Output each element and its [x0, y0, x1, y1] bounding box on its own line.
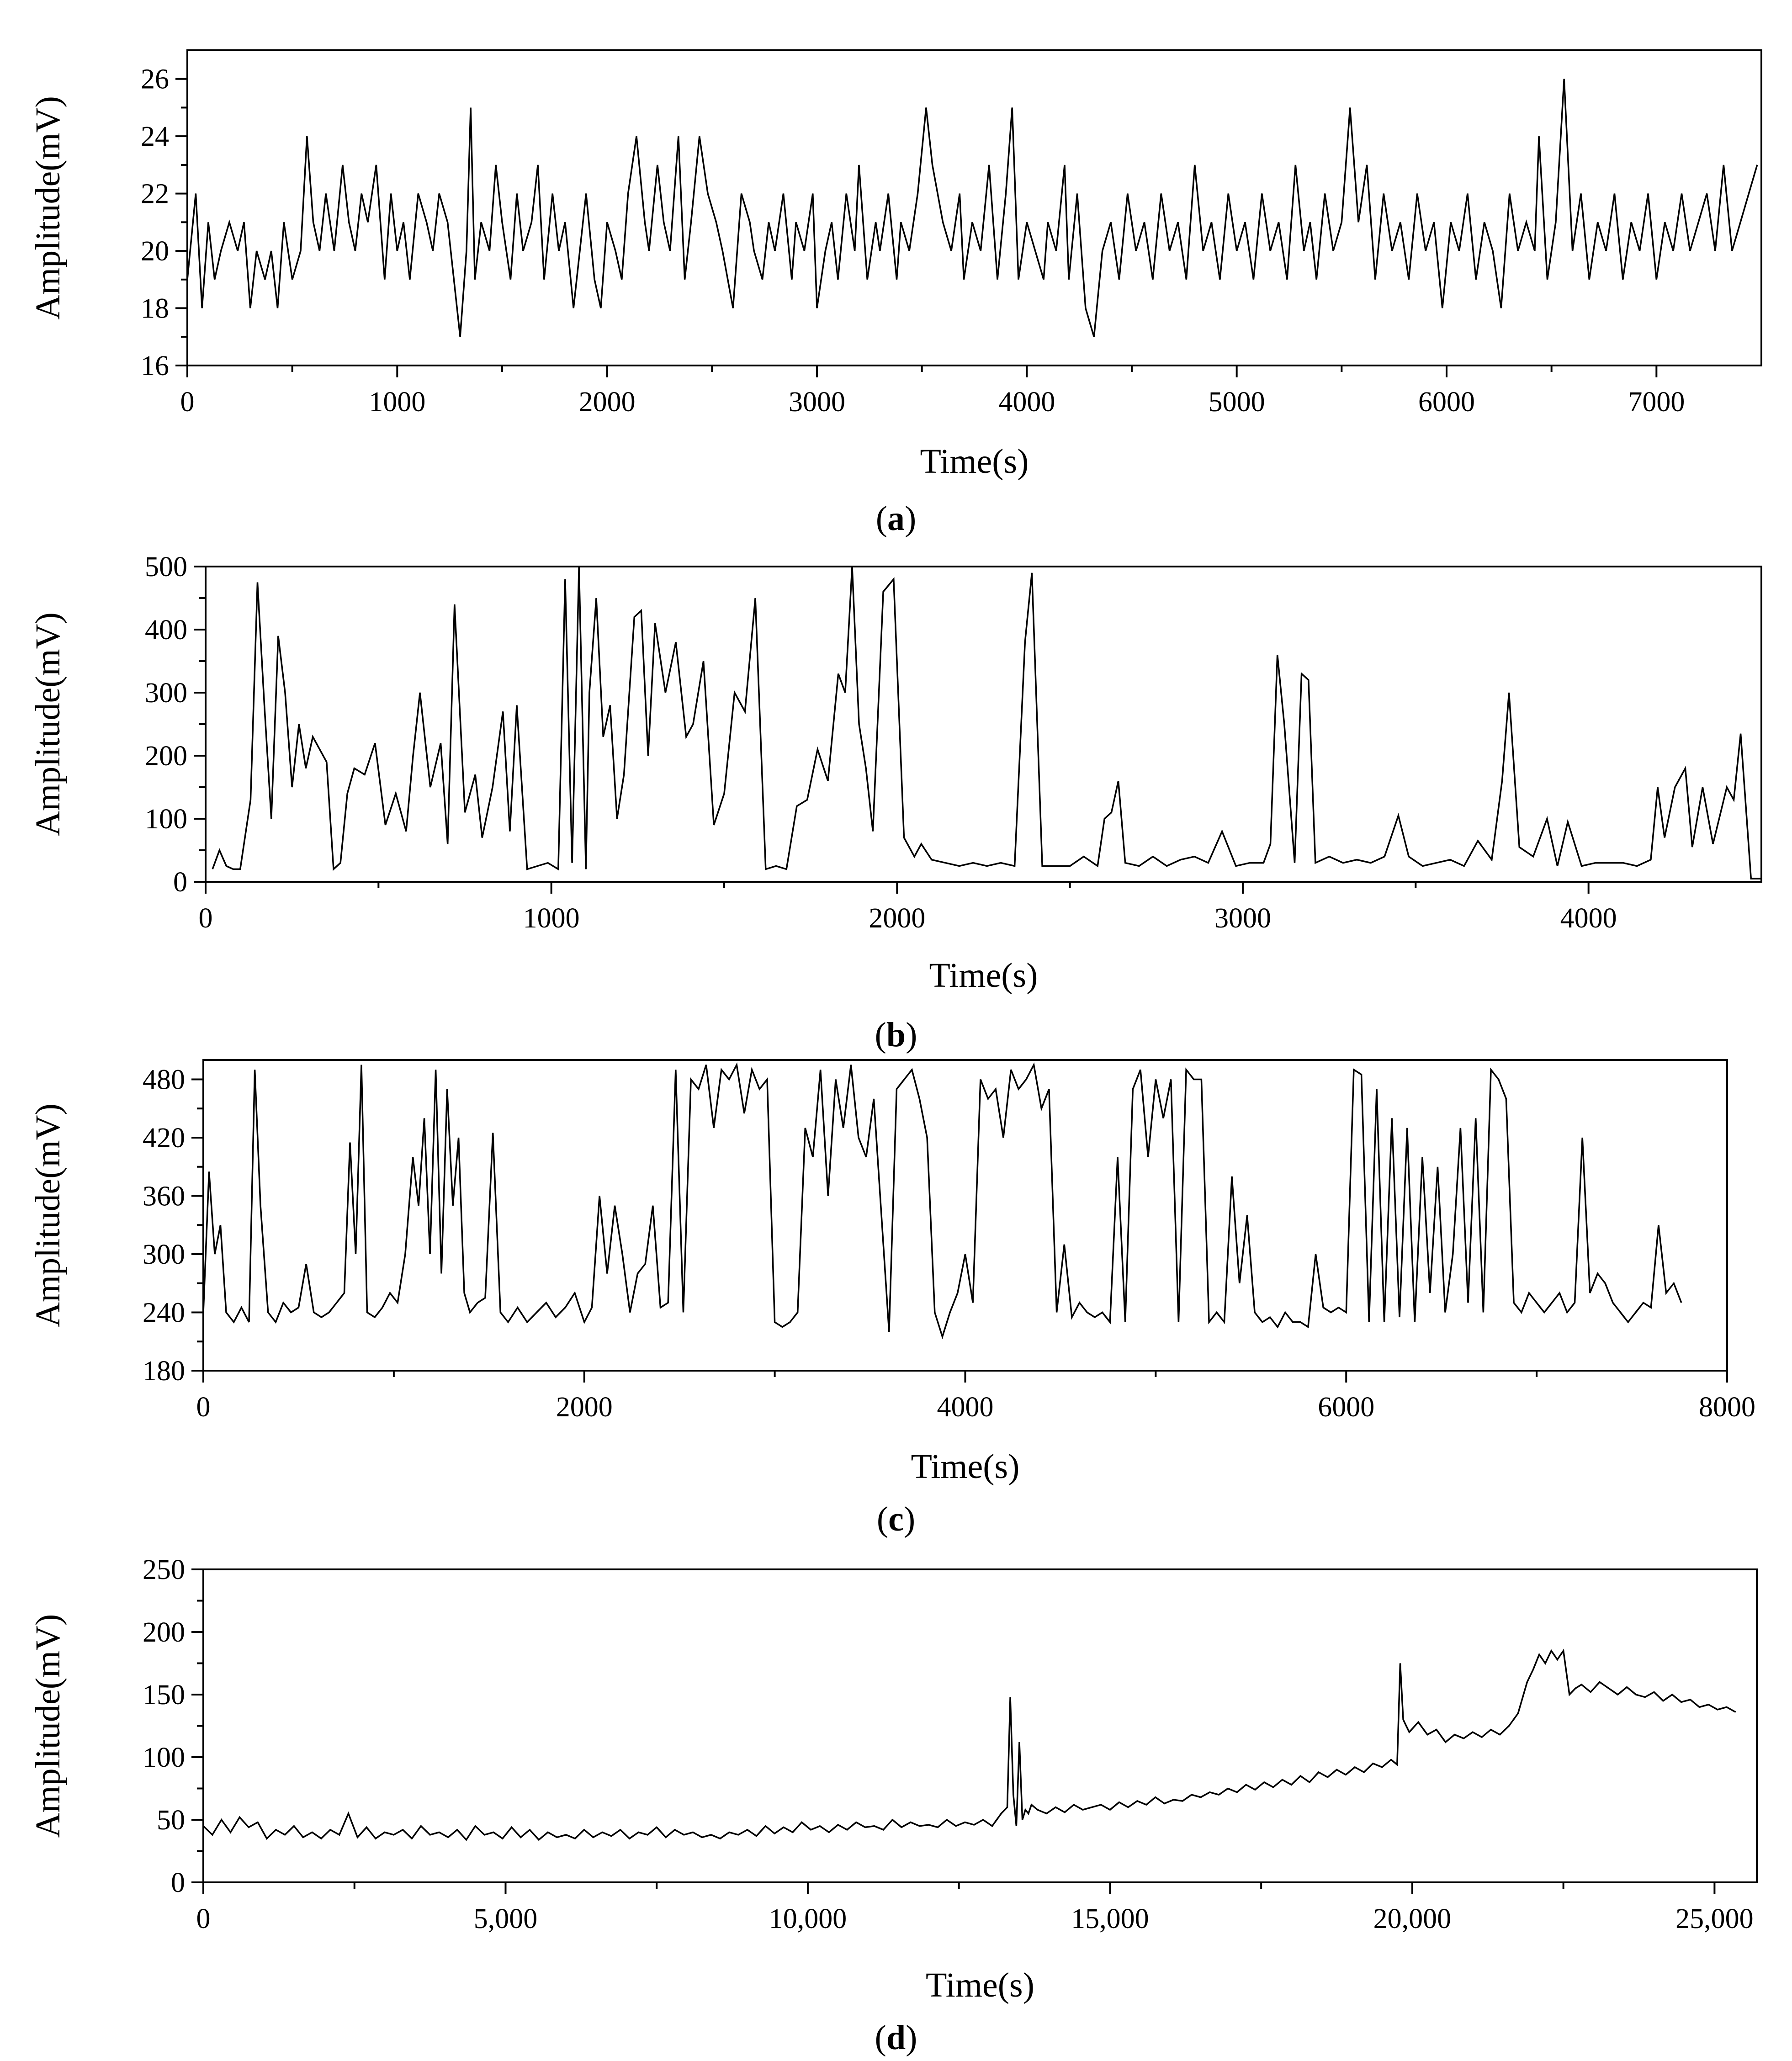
- y-axis-label: Amplitude(mV): [29, 96, 67, 320]
- series-line: [186, 79, 1758, 337]
- x-tick-label: 25,000: [1675, 1903, 1754, 1934]
- y-tick-label: 26: [141, 64, 169, 95]
- x-tick-label: 15,000: [1071, 1903, 1149, 1934]
- x-tick-label: 0: [196, 1392, 211, 1423]
- x-tick-label: 20,000: [1373, 1903, 1452, 1934]
- x-tick-label: 1000: [523, 903, 580, 934]
- y-tick-label: 300: [145, 678, 187, 709]
- chart-panel-d: 0 5,000 10,000 15,000 20,000 25,000 0 50 100 150 2…: [29, 1554, 1758, 2057]
- x-tick-label: 4000: [937, 1392, 994, 1423]
- x-tick-label: 4000: [998, 387, 1055, 418]
- chart-panel-a: 0 1000 2000 3000 4000 5000 6000 7000 16 18 20 22 24 2…: [29, 49, 1762, 538]
- panels: 0 1000 2000 3000 4000 5000 6000 700016182022242…: [29, 49, 1762, 2057]
- y-tick-label: 400: [145, 615, 187, 646]
- x-tick-label: 2000: [579, 387, 636, 418]
- x-axis-label: Time(s): [920, 442, 1029, 481]
- y-tick-label: 16: [141, 350, 169, 381]
- y-tick-label: 24: [141, 121, 169, 152]
- y-axis-label: Amplitude(mV): [29, 612, 67, 836]
- panel-caption: (a): [876, 499, 917, 538]
- y-tick-label: 22: [141, 179, 169, 210]
- y-tick-label: 200: [145, 741, 187, 772]
- y-tick-label: 20: [141, 236, 169, 267]
- y-tick-label: 420: [143, 1123, 185, 1154]
- x-tick-label: 6000: [1418, 387, 1475, 418]
- panel-letter: a: [887, 499, 905, 538]
- y-tick-label: 180: [143, 1356, 185, 1387]
- y-tick-label: 0: [171, 1867, 185, 1898]
- panel-caption: (c): [877, 1500, 915, 1538]
- panel-caption: (d): [875, 2019, 917, 2057]
- x-tick-label: 1000: [369, 387, 425, 418]
- series-line: [202, 1648, 1736, 1841]
- x-tick-label: 7000: [1628, 387, 1685, 418]
- y-tick-label: 0: [173, 867, 187, 898]
- x-tick-label: 3000: [789, 387, 845, 418]
- x-tick-label: 0: [199, 903, 213, 934]
- y-tick-label: 18: [141, 293, 169, 324]
- series-line: [212, 566, 1761, 880]
- y-tick-label: 150: [143, 1680, 185, 1711]
- x-axis-label: Time(s): [926, 1966, 1034, 2004]
- y-tick-label: 360: [143, 1181, 185, 1212]
- y-tick-label: 100: [143, 1742, 185, 1773]
- x-tick-label: 2000: [869, 903, 925, 934]
- y-tick-label: 300: [143, 1239, 185, 1270]
- x-tick-label: 6000: [1318, 1392, 1374, 1423]
- y-tick-label: 100: [145, 804, 187, 835]
- panel-letter: c: [888, 1500, 904, 1538]
- panel-caption: (b): [875, 1016, 917, 1054]
- chart-panel-b: 0 1000 2000 3000 4000 0 100 200 300 400 500 Time(s)…: [29, 551, 1762, 1054]
- y-tick-label: 50: [157, 1805, 185, 1836]
- y-tick-label: 200: [143, 1617, 185, 1648]
- y-tick-label: 480: [143, 1065, 185, 1096]
- x-axis-label: Time(s): [929, 956, 1038, 995]
- series-line: [202, 1062, 1682, 1340]
- y-axis-label: Amplitude(mV): [29, 1614, 67, 1838]
- chart-panel-c: 0 2000 4000 6000 8000 180 240 300 360 420 480 Time(…: [29, 1059, 1755, 1538]
- x-tick-label: 10,000: [769, 1903, 847, 1934]
- panel-letter: d: [886, 2019, 906, 2057]
- x-tick-label: 5000: [1209, 387, 1265, 418]
- y-tick-label: 240: [143, 1298, 185, 1329]
- x-tick-label: 5,000: [474, 1903, 538, 1934]
- x-tick-label: 4000: [1560, 903, 1617, 934]
- plot-frame: [186, 49, 1762, 366]
- x-tick-label: 3000: [1214, 903, 1271, 934]
- x-tick-label: 0: [196, 1903, 211, 1934]
- x-tick-label: 8000: [1699, 1392, 1755, 1423]
- x-tick-label: 0: [180, 387, 195, 418]
- y-axis-label: Amplitude(mV): [29, 1103, 67, 1327]
- y-tick-label: 250: [143, 1554, 185, 1585]
- x-axis-label: Time(s): [911, 1447, 1020, 1486]
- x-tick-label: 2000: [556, 1392, 613, 1423]
- panel-letter: b: [886, 1016, 906, 1054]
- y-tick-label: 500: [145, 551, 187, 583]
